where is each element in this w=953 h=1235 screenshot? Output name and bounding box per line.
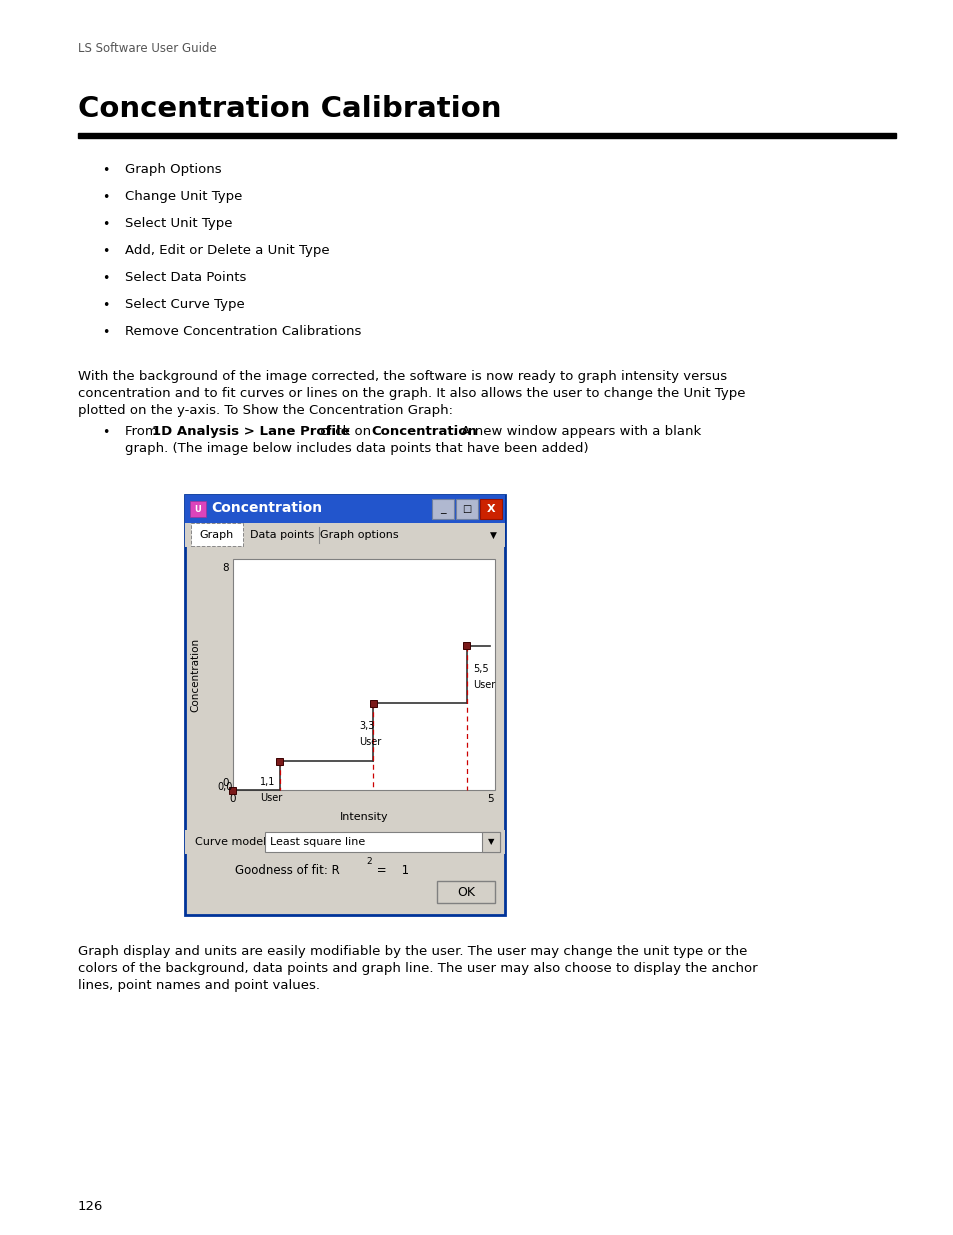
Text: colors of the background, data points and graph line. The user may also choose t: colors of the background, data points an… [78,962,757,974]
Text: User: User [259,793,282,803]
Bar [185,522,504,547]
Bar [481,832,499,852]
Text: User: User [359,737,381,747]
Text: Concentration: Concentration [371,425,476,438]
Text: •: • [102,326,110,338]
Text: 5,5: 5,5 [473,663,488,673]
Text: _: _ [439,504,445,514]
Bar [463,642,470,650]
Text: plotted on the y-axis. To Show the Concentration Graph:: plotted on the y-axis. To Show the Conce… [78,404,453,417]
Text: U: U [194,505,201,514]
Text: •: • [102,299,110,312]
Text: •: • [102,164,110,177]
Text: From: From [125,425,162,438]
Text: 0,0: 0,0 [216,782,233,792]
Bar [190,501,206,517]
Text: •: • [102,245,110,258]
Text: graph. (The image below includes data points that have been added): graph. (The image below includes data po… [125,442,588,454]
Text: Goodness of fit: R: Goodness of fit: R [234,864,339,878]
Text: □: □ [462,504,471,514]
Text: Graph Options: Graph Options [125,163,221,177]
Text: Select Data Points: Select Data Points [125,270,246,284]
Text: Intensity: Intensity [339,811,388,823]
Bar [233,559,495,790]
Text: click on: click on [316,425,375,438]
Text: 2: 2 [366,857,372,866]
Text: Add, Edit or Delete a Unit Type: Add, Edit or Delete a Unit Type [125,245,330,257]
Text: Least square line: Least square line [270,837,365,847]
Text: Select Curve Type: Select Curve Type [125,298,245,311]
Text: 0: 0 [222,778,229,788]
Text: Data points: Data points [250,530,314,540]
Bar [185,495,504,915]
Text: Graph display and units are easily modifiable by the user. The user may change t: Graph display and units are easily modif… [78,945,746,958]
Bar [185,495,504,522]
Text: •: • [102,426,110,438]
Text: ▼: ▼ [487,837,494,846]
Text: concentration and to fit curves or lines on the graph. It also allows the user t: concentration and to fit curves or lines… [78,387,744,400]
Text: Graph: Graph [200,530,233,540]
Text: With the background of the image corrected, the software is now ready to graph i: With the background of the image correct… [78,370,726,383]
Bar [185,830,504,853]
Text: •: • [102,272,110,285]
Text: Graph options: Graph options [319,530,398,540]
Bar [230,787,236,794]
Text: 8: 8 [222,563,229,573]
Text: OK: OK [456,885,475,899]
Bar [432,499,454,519]
Text: •: • [102,219,110,231]
Text: 1D Analysis > Lane Profile: 1D Analysis > Lane Profile [152,425,350,438]
Text: 126: 126 [78,1200,103,1213]
Text: . A new window appears with a blank: . A new window appears with a blank [453,425,700,438]
Text: =    1: = 1 [373,864,409,878]
Text: 1,1: 1,1 [259,777,274,787]
Bar [191,522,243,546]
Text: X: X [486,504,495,514]
Text: Curve model:: Curve model: [194,837,270,847]
Bar [370,700,376,706]
Text: •: • [102,191,110,204]
Text: Concentration Calibration: Concentration Calibration [78,95,501,124]
Bar [436,881,495,903]
Text: Change Unit Type: Change Unit Type [125,190,242,203]
Text: lines, point names and point values.: lines, point names and point values. [78,979,319,992]
Bar [276,757,283,764]
Bar [78,133,895,138]
Bar [479,499,501,519]
Text: Concentration: Concentration [190,637,200,711]
Text: Concentration: Concentration [211,501,322,515]
Text: 0: 0 [230,794,236,804]
Text: ▼: ▼ [489,531,496,540]
Text: 5: 5 [487,794,494,804]
Text: 3,3: 3,3 [359,721,375,731]
Text: Select Unit Type: Select Unit Type [125,217,233,230]
Text: User: User [473,679,495,689]
Text: Remove Concentration Calibrations: Remove Concentration Calibrations [125,325,361,338]
Bar [265,832,499,852]
Bar [456,499,477,519]
Text: LS Software User Guide: LS Software User Guide [78,42,216,56]
